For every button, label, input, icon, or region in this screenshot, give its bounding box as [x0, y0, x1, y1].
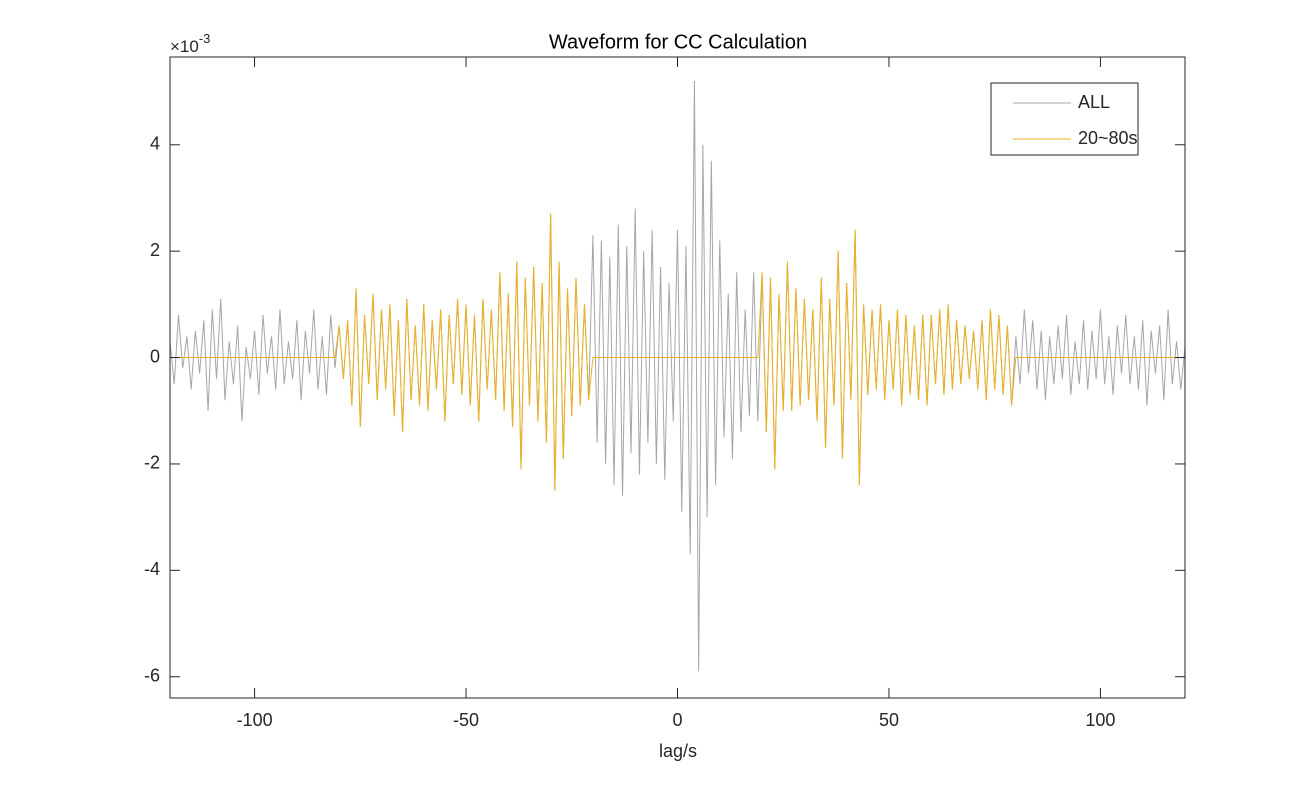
y-multiplier-exponent: -3 [199, 31, 211, 46]
x-tick-label: 50 [879, 710, 899, 730]
x-tick-label: 100 [1085, 710, 1115, 730]
series-line [170, 213, 1185, 491]
y-multiplier: ×10-3 [170, 31, 210, 56]
y-tick-label: -6 [144, 665, 160, 685]
legend-label: ALL [1078, 92, 1110, 112]
y-multiplier-base: ×10 [170, 37, 199, 56]
chart-title: Waveform for CC Calculation [549, 31, 807, 53]
y-tick-label: -4 [144, 559, 160, 579]
x-tick-label: 0 [672, 710, 682, 730]
y-tick-label: 2 [150, 240, 160, 260]
legend-label: 20~80s [1078, 128, 1138, 148]
y-tick-label: 0 [150, 346, 160, 366]
y-tick-label: -2 [144, 453, 160, 473]
x-tick-label: -50 [453, 710, 479, 730]
x-axis-label: lag/s [659, 741, 697, 761]
legend-box [990, 82, 1139, 156]
x-tick-label: -100 [237, 710, 273, 730]
y-tick-label: 4 [150, 134, 160, 154]
